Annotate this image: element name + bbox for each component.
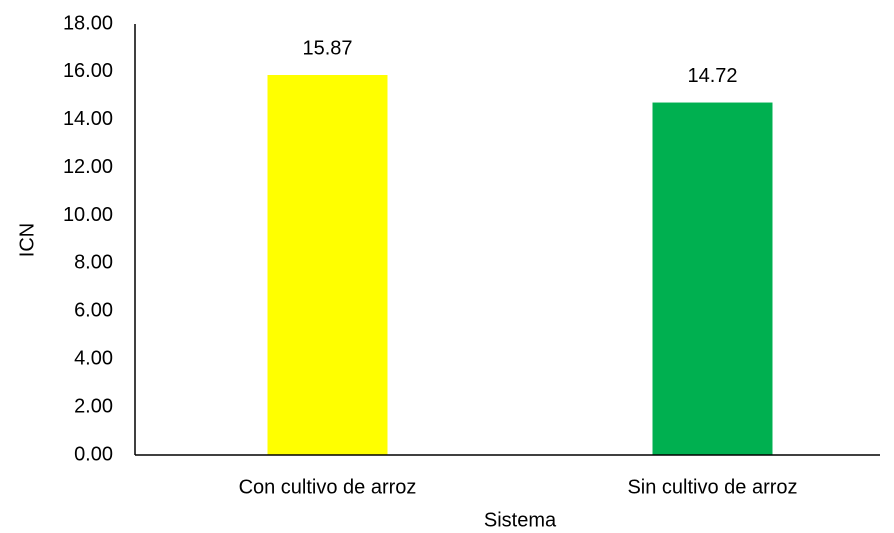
y-tick-label: 10.00 — [63, 204, 113, 226]
y-tick-label: 8.00 — [74, 252, 113, 274]
y-tick-label: 18.00 — [63, 12, 113, 34]
value-label: 15.87 — [302, 37, 352, 59]
y-tick-label: 12.00 — [63, 156, 113, 178]
y-tick-label: 14.00 — [63, 108, 113, 130]
y-axis-label: ICN — [16, 223, 38, 257]
bar — [267, 75, 388, 456]
bar — [652, 102, 773, 455]
value-label: 14.72 — [687, 65, 737, 87]
x-axis-label: Sistema — [484, 509, 557, 531]
x-tick-label: Sin cultivo de arroz — [627, 476, 797, 498]
y-tick-label: 16.00 — [63, 60, 113, 82]
y-tick-label: 4.00 — [74, 348, 113, 370]
y-tick-label: 2.00 — [74, 395, 113, 417]
y-tick-label: 0.00 — [74, 443, 113, 465]
y-tick-label: 6.00 — [74, 300, 113, 322]
x-tick-label: Con cultivo de arroz — [239, 476, 417, 498]
